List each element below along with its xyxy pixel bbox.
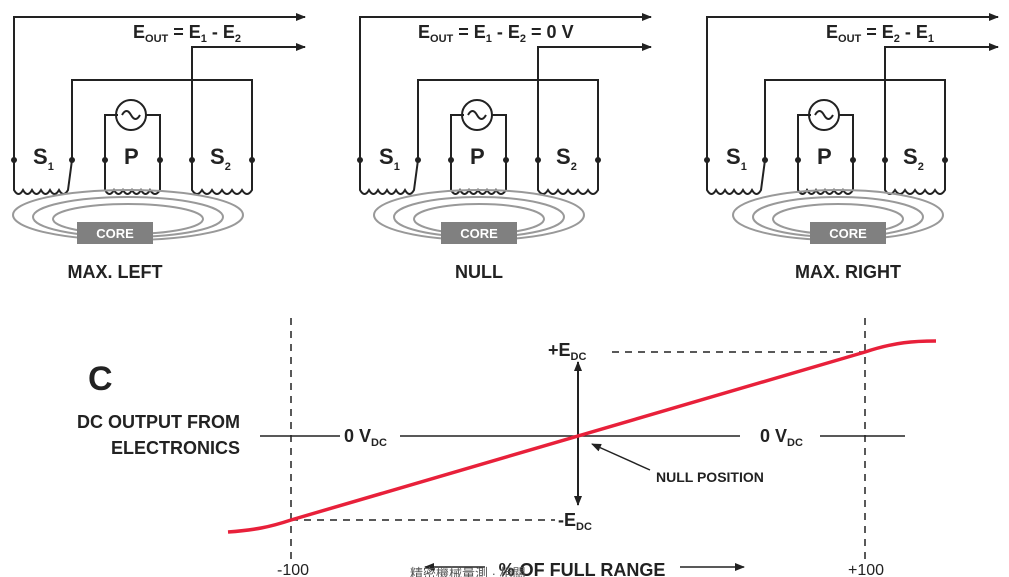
eout-equation: EOUT = E1 - E2 bbox=[133, 22, 241, 45]
x-axis-label: % OF FULL RANGE bbox=[499, 560, 666, 577]
terminal-dots bbox=[11, 157, 255, 163]
coil-p-label: P bbox=[817, 144, 832, 169]
coil-p-label: P bbox=[470, 144, 485, 169]
coil-s1-label: S1 bbox=[379, 144, 400, 173]
panel-null: CORE S1 P S2 EOUT = E1 - E2 = 0 V NULL bbox=[357, 13, 652, 282]
terminal-dots bbox=[357, 157, 601, 163]
zero-left-label: 0 VDC bbox=[344, 426, 387, 449]
x-min-label: -100 bbox=[277, 562, 309, 577]
panel-title: NULL bbox=[455, 262, 503, 282]
null-position-label: NULL POSITION bbox=[656, 469, 764, 485]
panel-wiring bbox=[359, 13, 652, 241]
panel-wiring bbox=[706, 13, 999, 241]
output-graph: C DC OUTPUT FROM ELECTRONICS NULL POSITI… bbox=[77, 318, 937, 577]
panel-title: MAX. LEFT bbox=[68, 262, 163, 282]
panel-max-right: CORE S1 P S2 EOUT = E2 - E1 MAX. RIGHT bbox=[704, 13, 999, 282]
coil-s2-label: S2 bbox=[556, 144, 577, 173]
core-bar bbox=[810, 222, 886, 244]
eout-equation: EOUT = E2 - E1 bbox=[826, 22, 934, 45]
y-label-line1: DC OUTPUT FROM bbox=[77, 412, 240, 432]
y-label-line2: ELECTRONICS bbox=[111, 438, 240, 458]
core-bar bbox=[77, 222, 153, 244]
plus-edc-label: +EDC bbox=[548, 340, 586, 363]
terminal-dots bbox=[704, 157, 948, 163]
null-pointer-arrow bbox=[591, 443, 651, 471]
panel-max-left: CORE S1 P S2 EOUT = E1 - E2 MAX. LEFT bbox=[11, 13, 306, 282]
output-curve bbox=[227, 339, 937, 534]
minus-edc-label: -EDC bbox=[558, 510, 592, 533]
core-bar bbox=[441, 222, 517, 244]
core-label: CORE bbox=[460, 226, 498, 241]
coil-p-label: P bbox=[124, 144, 139, 169]
coil-s1-label: S1 bbox=[726, 144, 747, 173]
watermark-text: 精密機械量測 · 相關 bbox=[410, 566, 526, 577]
coil-s1-label: S1 bbox=[33, 144, 54, 173]
zero-right-label: 0 VDC bbox=[760, 426, 803, 449]
core-label: CORE bbox=[96, 226, 134, 241]
graph-letter: C bbox=[88, 360, 113, 398]
coil-s2-label: S2 bbox=[903, 144, 924, 173]
core-label: CORE bbox=[829, 226, 867, 241]
panel-wiring bbox=[12, 13, 306, 241]
coil-s2-label: S2 bbox=[210, 144, 231, 173]
panel-title: MAX. RIGHT bbox=[795, 262, 901, 282]
eout-equation: EOUT = E1 - E2 = 0 V bbox=[418, 22, 574, 45]
x-max-label: +100 bbox=[848, 562, 884, 577]
